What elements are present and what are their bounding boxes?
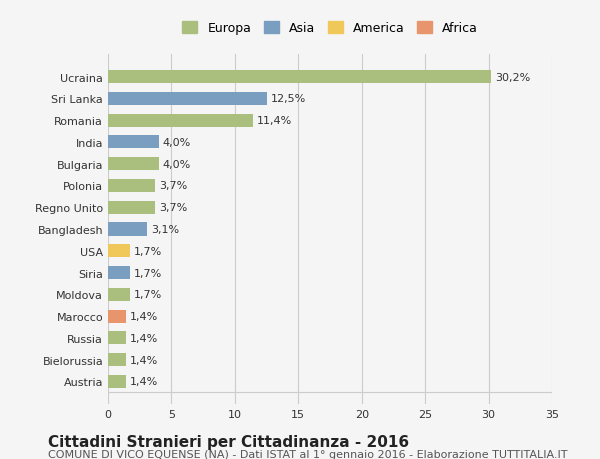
Bar xyxy=(108,71,491,84)
Text: 1,7%: 1,7% xyxy=(133,290,161,300)
Bar xyxy=(108,353,126,366)
Bar xyxy=(108,331,126,345)
Bar xyxy=(108,375,126,388)
Text: 3,1%: 3,1% xyxy=(151,224,179,235)
Text: COMUNE DI VICO EQUENSE (NA) - Dati ISTAT al 1° gennaio 2016 - Elaborazione TUTTI: COMUNE DI VICO EQUENSE (NA) - Dati ISTAT… xyxy=(48,449,568,459)
Text: 1,4%: 1,4% xyxy=(130,355,158,365)
Bar xyxy=(108,288,130,301)
Bar xyxy=(108,114,253,128)
Text: 1,4%: 1,4% xyxy=(130,376,158,386)
Bar xyxy=(108,266,130,280)
Bar xyxy=(108,179,155,193)
Legend: Europa, Asia, America, Africa: Europa, Asia, America, Africa xyxy=(176,16,484,41)
Bar xyxy=(108,158,159,171)
Text: Cittadini Stranieri per Cittadinanza - 2016: Cittadini Stranieri per Cittadinanza - 2… xyxy=(48,434,409,449)
Text: 1,7%: 1,7% xyxy=(133,246,161,256)
Bar xyxy=(108,136,159,149)
Text: 4,0%: 4,0% xyxy=(163,138,191,148)
Bar xyxy=(108,245,130,258)
Bar xyxy=(108,223,148,236)
Text: 3,7%: 3,7% xyxy=(159,203,187,213)
Text: 1,4%: 1,4% xyxy=(130,333,158,343)
Text: 30,2%: 30,2% xyxy=(495,73,530,83)
Text: 3,7%: 3,7% xyxy=(159,181,187,191)
Text: 11,4%: 11,4% xyxy=(256,116,292,126)
Bar xyxy=(108,310,126,323)
Text: 4,0%: 4,0% xyxy=(163,159,191,169)
Bar xyxy=(108,201,155,214)
Text: 1,4%: 1,4% xyxy=(130,311,158,321)
Bar xyxy=(108,93,266,106)
Text: 1,7%: 1,7% xyxy=(133,268,161,278)
Text: 12,5%: 12,5% xyxy=(271,94,305,104)
